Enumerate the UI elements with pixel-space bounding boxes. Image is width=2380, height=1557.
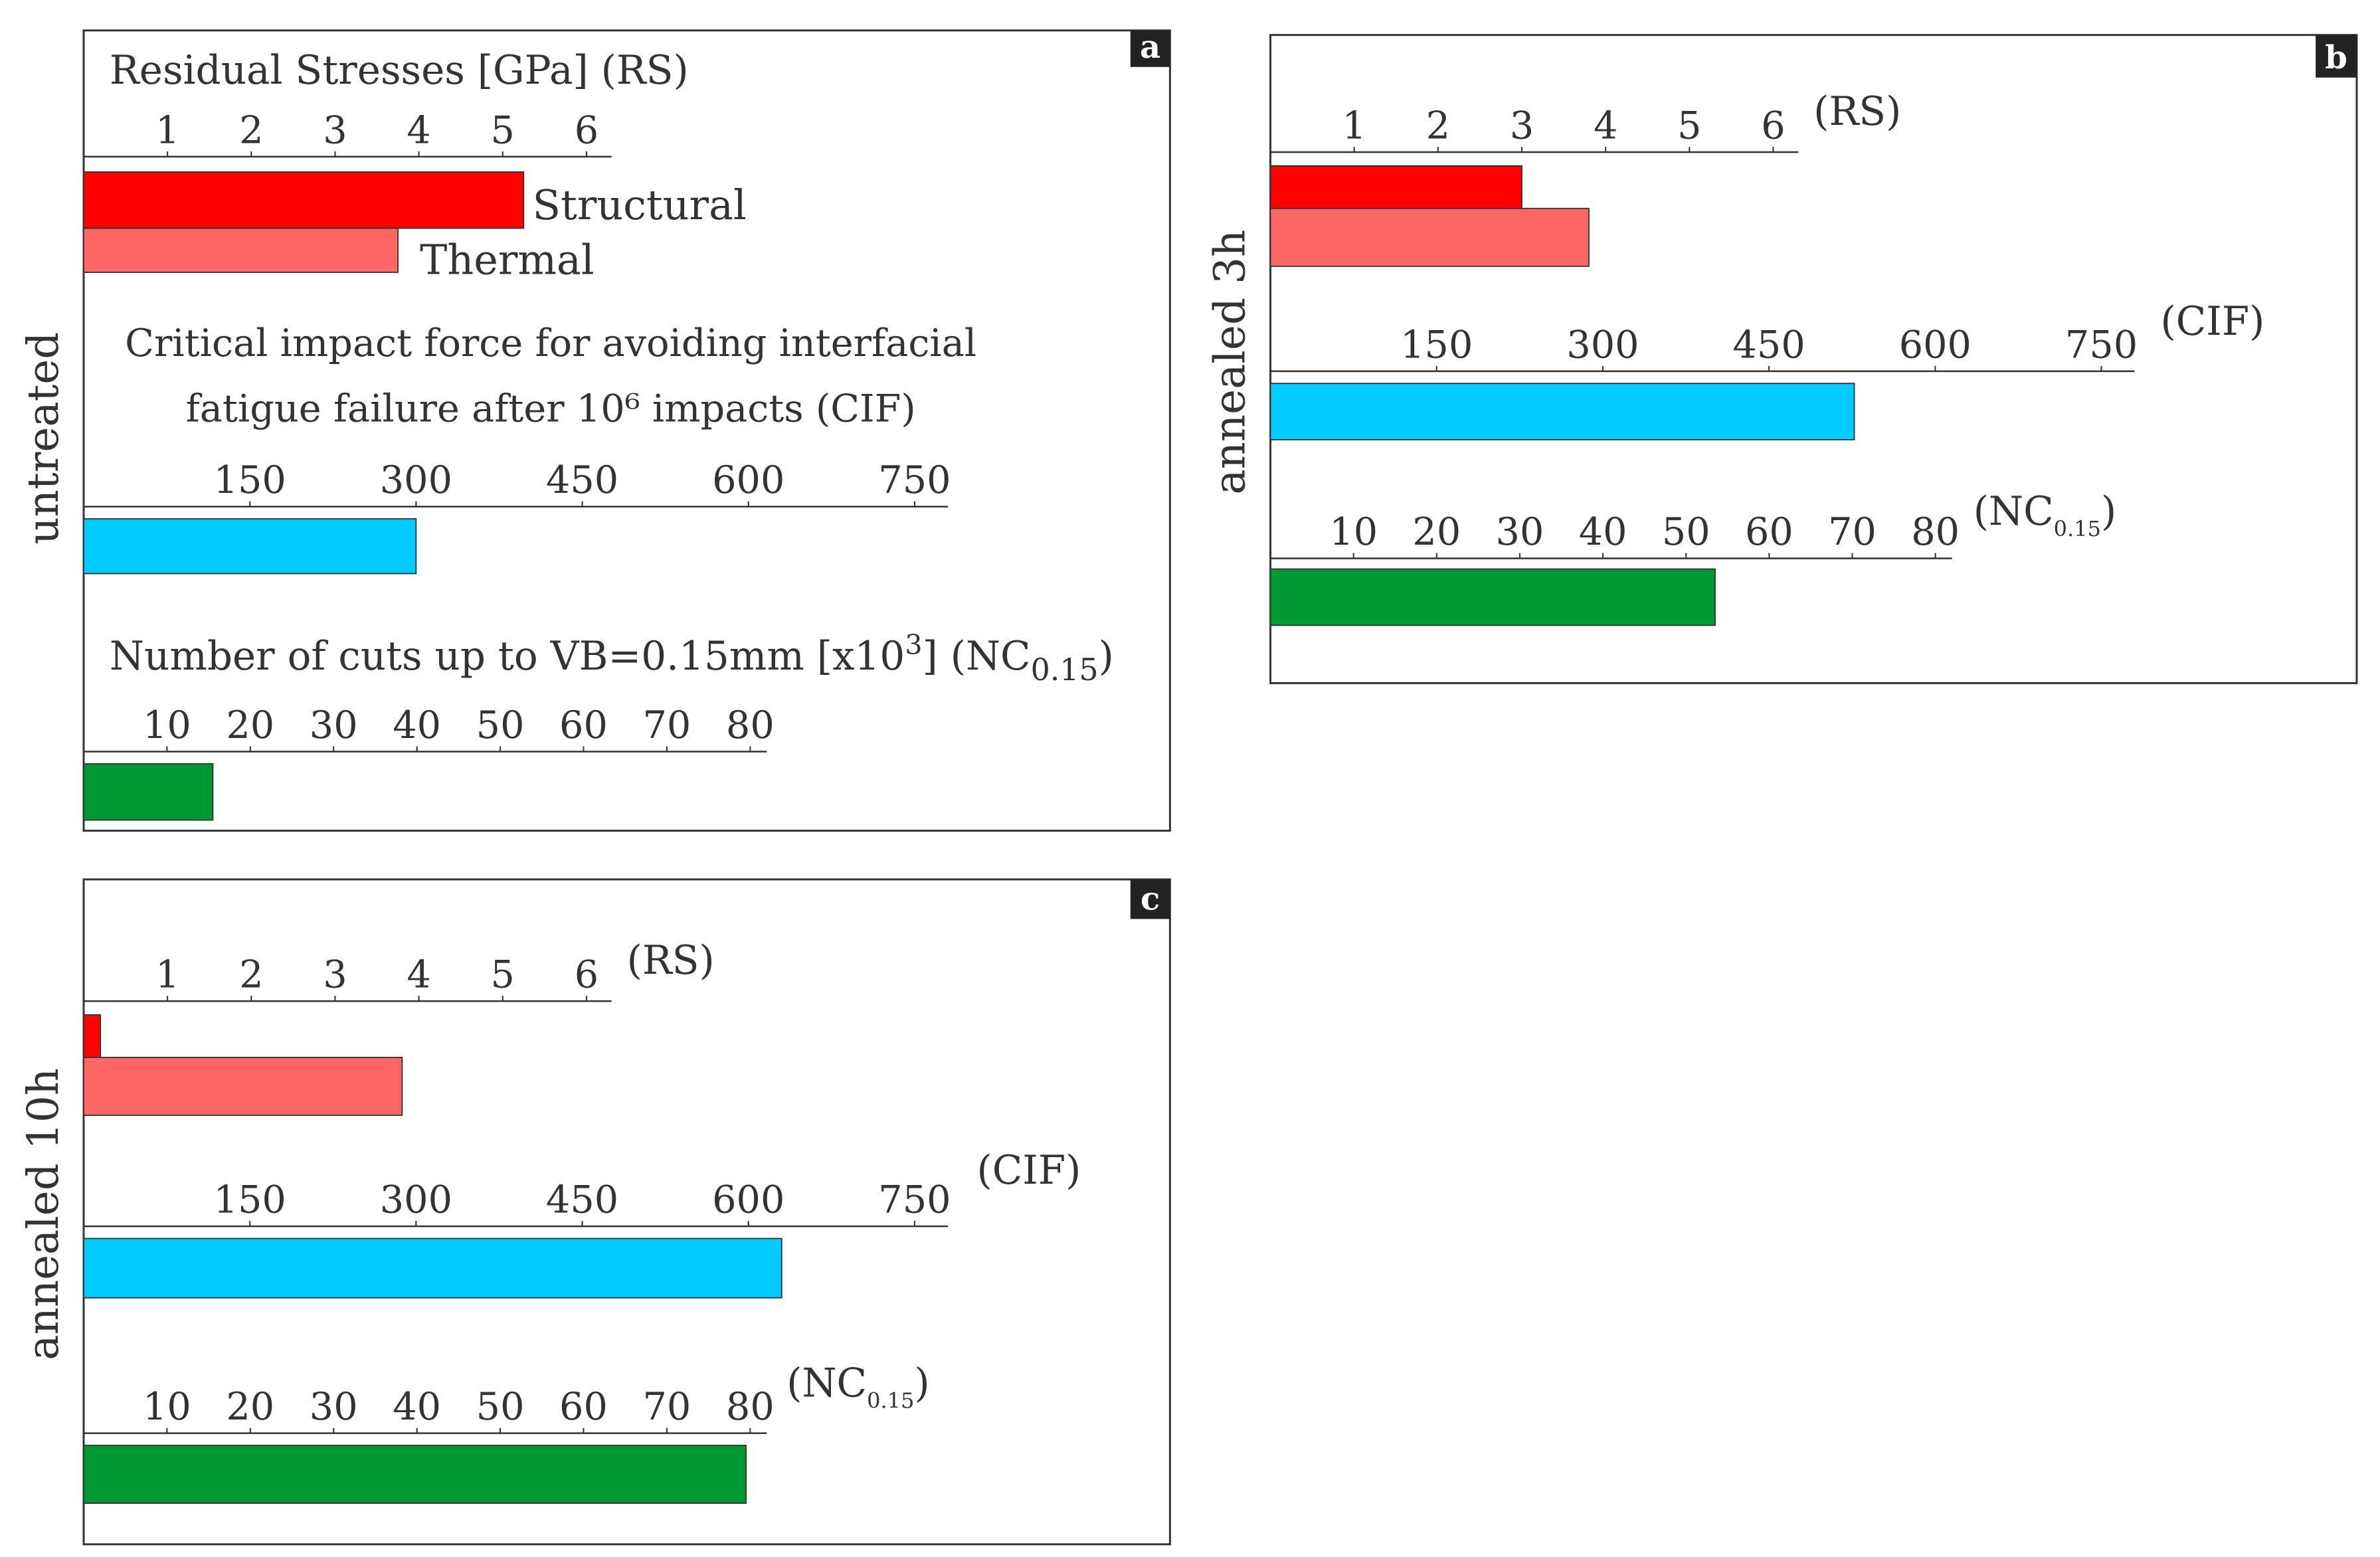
panel-b-rs-tick-label: 3 — [1510, 103, 1534, 147]
panel-b-letter-badge — [2316, 35, 2357, 78]
panel-a-cif-tick-label: 300 — [380, 458, 452, 502]
panel-a-nc-axis-title: Number of cuts up to VB=0.15mm [x103] (N… — [110, 629, 1114, 687]
panel-b-nc-tick-label: 80 — [1911, 509, 1960, 554]
panel-a-cif-bar — [83, 518, 417, 575]
panel-c-cif-bar — [83, 1237, 782, 1299]
panel-b-rs-axis-title: (RS) — [1813, 89, 1901, 135]
panel-a-frame — [82, 29, 1171, 832]
panel-c-nc-tick-label: 70 — [642, 1384, 691, 1429]
panel-c-cif-tick-label: 450 — [546, 1178, 618, 1222]
panel-a-rs-axis-title: Residual Stresses [GPa] (RS) — [110, 48, 689, 94]
panel-b: b annealed 3h (RS) 1 2 3 4 5 6 (CIF) 150 300 450 600 7… — [1206, 34, 2358, 684]
panel-b-cif-axis-title: (CIF) — [2161, 299, 2265, 345]
panel-c-cif-tick-label: 600 — [712, 1178, 784, 1222]
panel-b-nc-tick-label: 10 — [1329, 509, 1378, 554]
panel-b-nc-tick-label: 60 — [1745, 509, 1793, 554]
panel-a-nc-tick-label: 70 — [642, 703, 691, 747]
panel-a-rs-tick-label: 2 — [239, 108, 263, 152]
panel-c-rs-tick-label: 3 — [323, 953, 347, 997]
panel-a-letter: a — [1140, 29, 1160, 66]
panel-b-cif-tick-label: 450 — [1733, 322, 1805, 367]
panel-c-frame — [82, 878, 1171, 1546]
panel-c-nc-bar — [83, 1445, 747, 1504]
panel-b-cif-tick-label: 300 — [1566, 322, 1639, 367]
panel-b-nc-tick-label: 70 — [1828, 509, 1877, 554]
panel-a-nc-tick-label: 80 — [726, 703, 775, 747]
panel-a-legend-thermal: Thermal — [420, 236, 594, 284]
panel-c-cif-tick-label: 150 — [214, 1178, 286, 1222]
panel-c-letter-badge — [1130, 879, 1170, 919]
panel-b-cif-tick-label: 600 — [1899, 322, 1971, 367]
panel-b-rs-tick-label: 2 — [1426, 103, 1450, 147]
panel-b-cif-tick-label: 750 — [2065, 322, 2138, 367]
panel-c-letter: c — [1141, 881, 1160, 918]
panel-b-cif-tick-label: 150 — [1400, 322, 1473, 367]
panel-c-nc-tick-label: 30 — [310, 1384, 358, 1429]
panel-c-nc-tick-label: 20 — [226, 1384, 274, 1429]
panel-c: c annealed 10h (RS) 1 2 3 4 5 6 (CIF) 150 300 450 600… — [19, 878, 1171, 1546]
panel-b-rs-bar-thermal — [1269, 207, 1590, 267]
panel-b-nc-tick-label: 20 — [1412, 509, 1461, 554]
panel-b-condition-label: annealed 3h — [1206, 230, 1255, 495]
panel-c-nc-tick-label: 50 — [476, 1384, 525, 1429]
panel-a-cif-tick-label: 150 — [214, 458, 286, 502]
panel-b-nc-tick-label: 40 — [1579, 509, 1627, 554]
panel-a-cif-axis-title-line2: fatigue failure after 10⁶ impacts (CIF) — [186, 386, 916, 430]
panel-c-nc-axis-title: (NC0.15) — [786, 1361, 930, 1414]
panel-b-frame — [1269, 34, 2358, 684]
panel-a-nc-tick-label: 40 — [393, 703, 441, 747]
panel-b-rs-tick-label: 5 — [1677, 103, 1701, 147]
panel-a-rs-tick-label: 1 — [155, 108, 179, 152]
panel-a-nc-tick-label: 30 — [310, 703, 358, 747]
panel-b-nc-bar — [1269, 568, 1716, 626]
panel-a-nc-tick-label: 10 — [143, 703, 191, 747]
panel-a-rs-tick-label: 6 — [575, 108, 598, 152]
panel-c-nc-tick-label: 10 — [143, 1384, 191, 1429]
panel-c-rs-tick-label: 4 — [407, 953, 430, 997]
panel-a-rs-tick-label: 4 — [407, 108, 430, 152]
panel-a-nc-bar — [83, 763, 214, 821]
panel-b-rs-tick-label: 6 — [1761, 103, 1785, 147]
panel-c-rs-tick-label: 5 — [491, 953, 515, 997]
panel-c-rs-tick-label: 1 — [155, 953, 179, 997]
panel-a-rs-bar-thermal — [83, 227, 399, 273]
panel-c-cif-axis-title: (CIF) — [977, 1148, 1081, 1194]
panel-a-nc-tick-label: 50 — [476, 703, 525, 747]
panel-c-nc-tick-label: 80 — [726, 1384, 775, 1429]
panel-c-rs-bar-thermal — [83, 1056, 403, 1116]
panel-b-nc-tick-label: 50 — [1662, 509, 1710, 554]
panel-c-nc-tick-label: 60 — [559, 1384, 608, 1429]
panel-a: a untreated Residual Stresses [GPa] (RS) 1 2… — [19, 29, 1171, 832]
panel-b-letter: b — [2325, 39, 2347, 76]
panel-a-nc-tick-label: 60 — [559, 703, 608, 747]
panel-c-nc-tick-label: 40 — [393, 1384, 441, 1429]
panel-b-nc-axis-title: (NC0.15) — [1973, 489, 2117, 541]
panel-c-cif-tick-label: 750 — [878, 1178, 951, 1222]
panel-c-cif-tick-label: 300 — [380, 1178, 452, 1222]
panel-a-cif-tick-label: 600 — [712, 458, 784, 502]
panel-a-rs-bar-structural — [83, 171, 525, 229]
panel-c-rs-tick-label: 6 — [575, 953, 598, 997]
panel-c-condition-label: annealed 10h — [19, 1068, 68, 1360]
panel-b-cif-bar — [1269, 383, 1855, 440]
panel-b-nc-tick-label: 30 — [1496, 509, 1544, 554]
panel-b-rs-tick-label: 4 — [1594, 103, 1617, 147]
panel-b-rs-tick-label: 1 — [1342, 103, 1366, 147]
panel-a-rs-tick-label: 3 — [323, 108, 347, 152]
panel-a-nc-tick-label: 20 — [226, 703, 274, 747]
panel-a-legend-structural: Structural — [533, 181, 747, 229]
panel-c-rs-axis-title: (RS) — [627, 938, 715, 984]
panel-a-rs-tick-label: 5 — [491, 108, 515, 152]
panel-a-condition-label: untreated — [19, 332, 68, 545]
panel-a-cif-tick-label: 450 — [546, 458, 618, 502]
panel-c-rs-tick-label: 2 — [239, 953, 263, 997]
panel-a-letter-badge — [1130, 30, 1170, 67]
panel-a-cif-tick-label: 750 — [878, 458, 951, 502]
panel-a-cif-axis-title-line1: Critical impact force for avoiding inter… — [125, 321, 976, 365]
